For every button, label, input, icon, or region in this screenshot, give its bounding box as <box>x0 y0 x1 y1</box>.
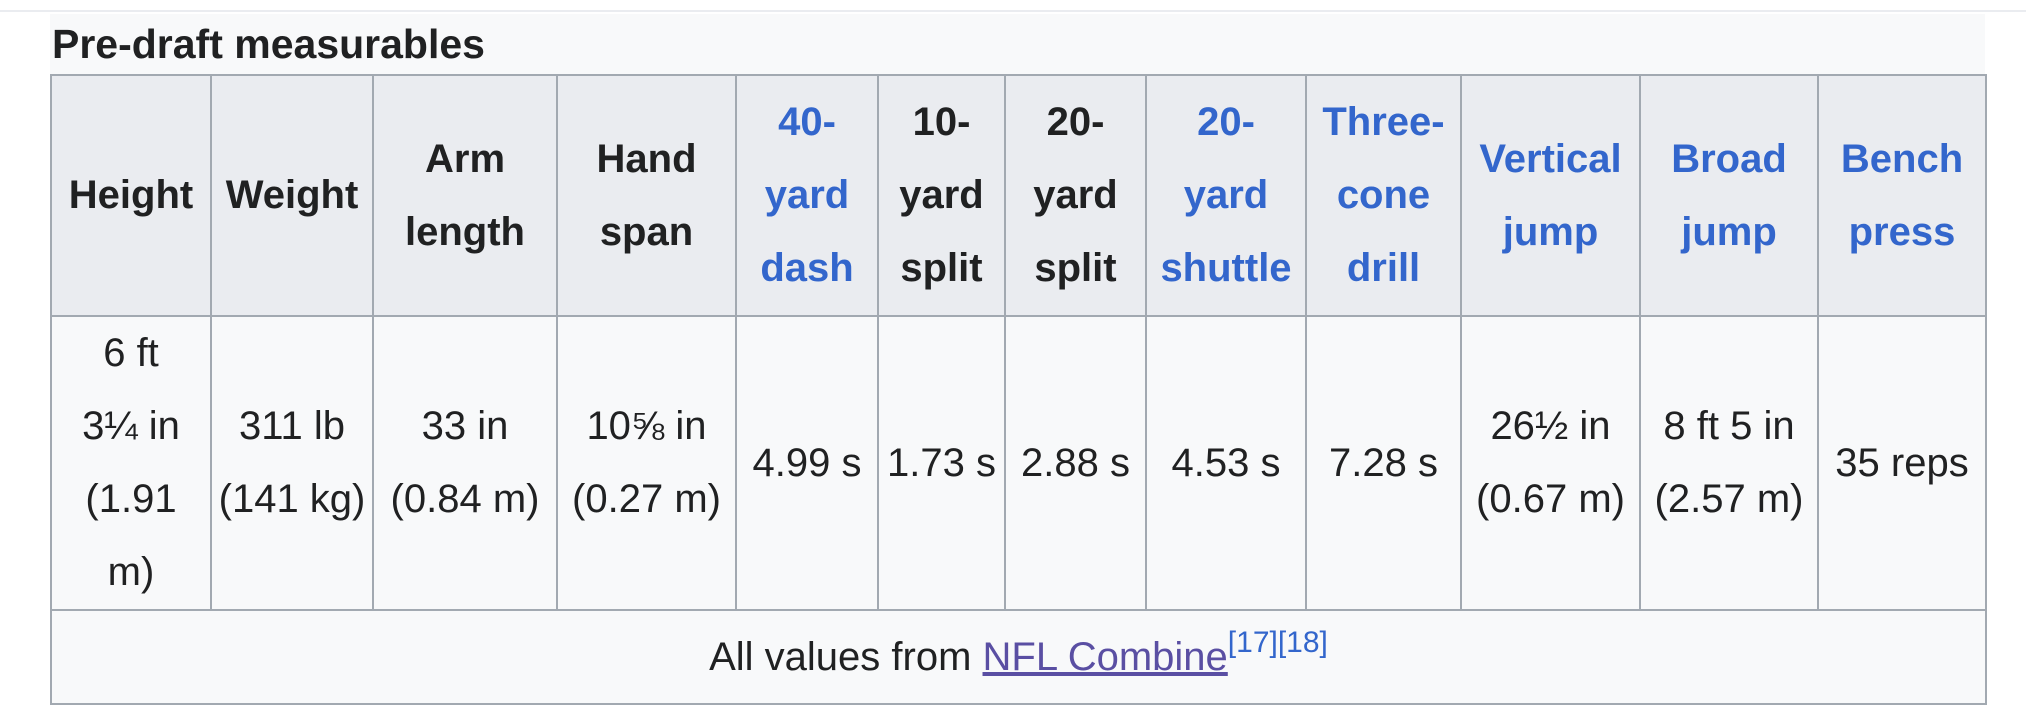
value-40-yard-dash: 4.99 s <box>735 315 879 611</box>
value-20-yard-split: 2.88 s <box>1004 315 1147 611</box>
value-vertical-jump: 26½ in (0.67 m) <box>1460 315 1641 611</box>
value-weight: 311 lb (141 kg) <box>210 315 374 611</box>
reference-18-link[interactable]: [18] <box>1277 626 1328 659</box>
header-20-yard-split: 20- yard split <box>1004 74 1147 317</box>
header-20-yard-shuttle-link[interactable]: 20- yard shuttle <box>1145 74 1307 317</box>
header-broad-jump-link[interactable]: Broad jump <box>1639 74 1819 317</box>
header-height: Height <box>50 74 212 317</box>
header-10-yard-split: 10- yard split <box>877 74 1006 317</box>
value-20-yard-shuttle: 4.53 s <box>1145 315 1307 611</box>
nfl-combine-link[interactable]: NFL Combine <box>982 635 1228 679</box>
value-10-yard-split: 1.73 s <box>877 315 1006 611</box>
value-height: 6 ft 3¼ in (1.91 m) <box>50 315 212 611</box>
header-hand-span: Hand span <box>556 74 737 317</box>
footer-cell: All values from NFL Combine[17][18] <box>50 609 1987 705</box>
header-40-yard-dash-link[interactable]: 40- yard dash <box>735 74 879 317</box>
value-three-cone-drill: 7.28 s <box>1305 315 1462 611</box>
header-weight: Weight <box>210 74 374 317</box>
value-bench-press: 35 reps <box>1817 315 1987 611</box>
value-hand-span: 10⅝ in (0.27 m) <box>556 315 737 611</box>
top-divider <box>0 10 2026 12</box>
reference-17-link[interactable]: [17] <box>1227 626 1278 659</box>
header-vertical-jump-link[interactable]: Vertical jump <box>1460 74 1641 317</box>
values-row: 6 ft 3¼ in (1.91 m) 311 lb (141 kg) 33 in (0… <box>50 315 1987 611</box>
value-arm-length: 33 in (0.84 m) <box>372 315 558 611</box>
value-broad-jump: 8 ft 5 in (2.57 m) <box>1639 315 1819 611</box>
header-arm-length: Arm length <box>372 74 558 317</box>
footer-text: All values from <box>709 635 983 679</box>
measurables-table-wrapper: Pre-draft measurables Height Weight Arm l… <box>50 14 1987 705</box>
header-bench-press-link[interactable]: Bench press <box>1817 74 1987 317</box>
measurables-table: Height Weight Arm length Hand span 40- yard… <box>50 74 1987 705</box>
table-caption-bar: Pre-draft measurables <box>50 14 1985 74</box>
table-caption: Pre-draft measurables <box>52 20 485 67</box>
header-row: Height Weight Arm length Hand span 40- yard… <box>50 74 1987 317</box>
header-three-cone-drill-link[interactable]: Three-cone drill <box>1305 74 1462 317</box>
footer-row: All values from NFL Combine[17][18] <box>50 609 1987 705</box>
